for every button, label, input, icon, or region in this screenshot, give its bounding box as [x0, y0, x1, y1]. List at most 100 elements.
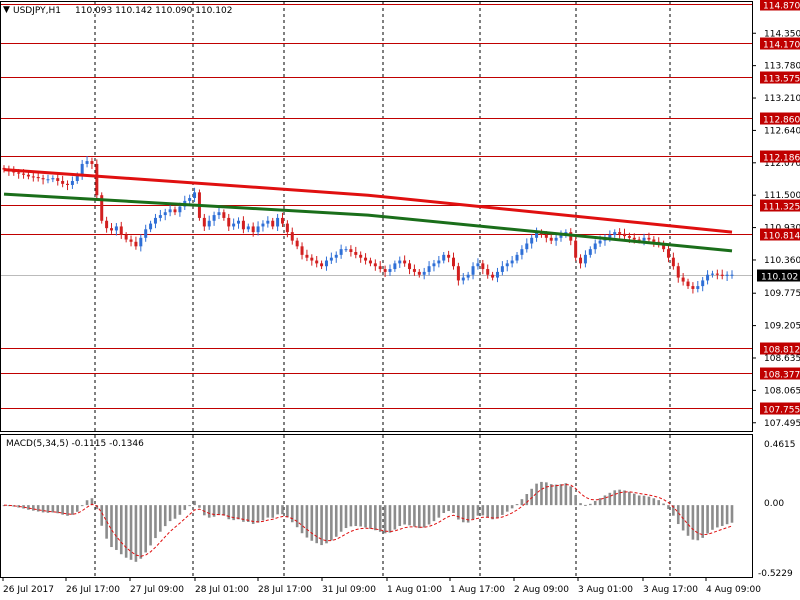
candle-body — [334, 254, 338, 258]
price-tick-label: 112.070 — [764, 159, 800, 169]
candle-body — [329, 257, 333, 261]
time-tick-label: 4 Aug 09:00 — [706, 585, 761, 595]
candle-body — [461, 277, 465, 281]
last-price-tag — [757, 269, 800, 282]
macd-bar — [672, 505, 675, 516]
price-tick-label: 111.500 — [764, 191, 800, 201]
macd-bar — [574, 495, 577, 506]
candle-body — [632, 237, 636, 240]
candle-body — [295, 240, 299, 247]
macd-bar — [305, 505, 309, 538]
macd-bar — [46, 505, 50, 513]
price-level-tag — [760, 228, 800, 241]
candle-body — [681, 277, 685, 282]
candle-body — [549, 237, 553, 241]
macd-bar — [266, 505, 270, 518]
candle-body — [222, 212, 226, 218]
macd-bar — [139, 505, 143, 559]
macd-bar — [554, 484, 558, 506]
price-level-tag-text: 108.377 — [763, 371, 800, 381]
candle-body — [217, 212, 221, 216]
candle-body — [17, 172, 21, 174]
macd-bar — [403, 505, 406, 525]
macd-bar — [90, 498, 94, 506]
candle-body — [149, 223, 153, 230]
time-axis: 26 Jul 2017 26 Jul 17:00 27 Jul 09:00 28 Ju… — [2, 577, 761, 595]
macd-bar — [344, 505, 348, 529]
time-tick-label: 28 Jul 01:00 — [195, 585, 249, 595]
price-level-tag — [760, 367, 800, 380]
candle-body — [476, 263, 480, 267]
macd-bar — [193, 500, 196, 506]
macd-bar — [457, 505, 460, 520]
macd-bar — [686, 505, 690, 536]
macd-bar — [637, 495, 641, 506]
candle-body — [46, 179, 50, 181]
macd-bar — [657, 500, 661, 506]
candle-body — [535, 232, 539, 238]
macd-bar — [706, 505, 709, 534]
candle-body — [652, 239, 656, 242]
candle-body — [202, 217, 206, 227]
last-price-tag-text: 110.102 — [761, 273, 798, 283]
candle-body — [666, 249, 670, 258]
macd-bar — [110, 505, 113, 548]
macd-bar — [716, 505, 719, 528]
candle-body — [403, 260, 407, 264]
candle-body — [466, 274, 470, 278]
candle-body — [447, 254, 451, 258]
candle-body — [701, 280, 705, 287]
candle-body — [662, 243, 666, 250]
dropdown-arrow-icon[interactable]: ▼ — [3, 5, 10, 15]
candle-body — [349, 249, 353, 253]
candle-body — [525, 243, 529, 250]
price-level-tag-text: 113.575 — [763, 75, 800, 85]
macd-bar — [613, 490, 617, 506]
macd-bar — [330, 505, 333, 541]
candle-body — [368, 260, 372, 264]
price-level-tag — [760, 112, 800, 125]
macd-bar — [75, 505, 79, 512]
macd-signal-line — [3, 483, 733, 557]
candle-body — [324, 260, 328, 267]
price-level-tag-text: 114.170 — [763, 41, 800, 51]
candle-body — [491, 274, 495, 278]
candle-body — [515, 254, 519, 261]
macd-bar — [452, 505, 455, 513]
candle-body — [251, 226, 255, 233]
candle-body — [75, 175, 79, 181]
candle-body — [486, 269, 490, 275]
price-level-tag — [760, 342, 800, 355]
candle-body — [427, 266, 431, 272]
candle-body — [119, 226, 123, 235]
macd-bar — [676, 505, 680, 525]
moving-average-red — [3, 168, 733, 234]
macd-bar — [339, 505, 343, 532]
candle-body — [285, 223, 289, 233]
candle-body — [80, 163, 84, 176]
macd-bar — [549, 484, 553, 506]
macd-bar — [569, 486, 573, 506]
macd-bar — [178, 505, 182, 515]
macd-bar — [427, 505, 431, 525]
candle-body — [193, 192, 197, 199]
macd-bar — [725, 505, 729, 525]
macd-bar — [85, 500, 89, 506]
price-level-tag — [760, 0, 800, 11]
macd-bar — [608, 492, 612, 506]
macd-bar — [203, 505, 206, 516]
candle-body — [305, 254, 309, 258]
candle-body — [671, 257, 675, 267]
time-tick-label: 26 Jul 2017 — [3, 585, 54, 595]
candle-body — [100, 195, 104, 221]
macd-bar — [36, 505, 40, 512]
main-plot-frame — [0, 1, 753, 432]
macd-bar — [393, 505, 397, 530]
candle-body — [315, 260, 319, 264]
macd-bar — [486, 505, 490, 518]
price-tick-label: 113.780 — [764, 62, 800, 72]
macd-bar — [481, 505, 485, 516]
candle-body — [300, 246, 304, 255]
